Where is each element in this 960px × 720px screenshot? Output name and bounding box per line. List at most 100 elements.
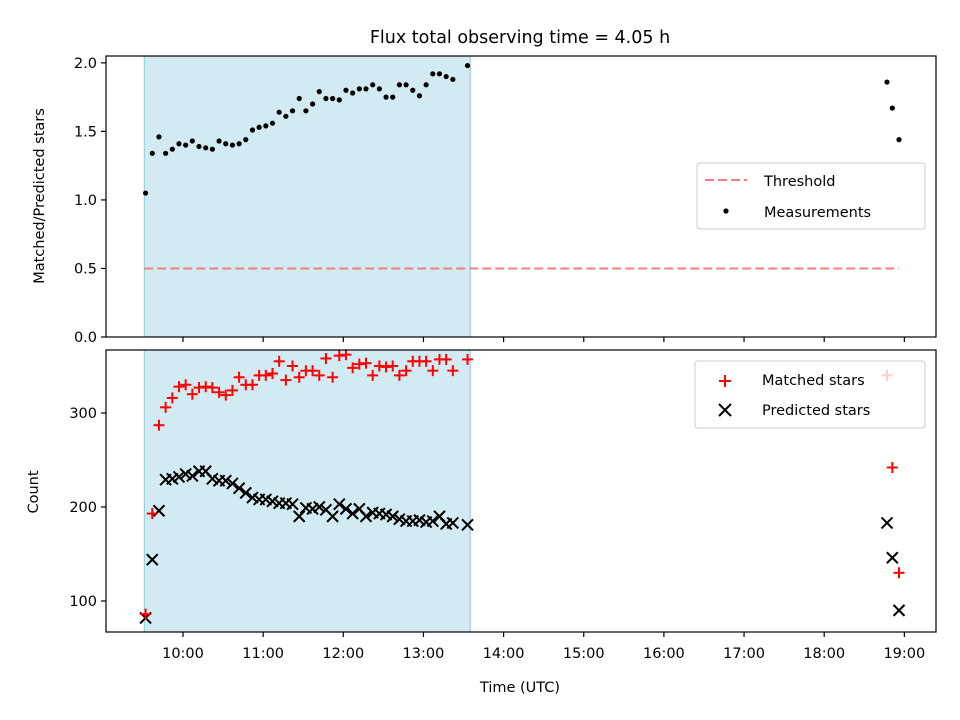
matched-stars-point bbox=[393, 369, 405, 381]
matched-stars-point bbox=[160, 401, 172, 413]
matched-stars-point bbox=[400, 365, 412, 377]
predicted-stars-point bbox=[293, 510, 306, 523]
threshold-legend-label: Threshold bbox=[763, 174, 835, 190]
measurement-point bbox=[343, 87, 349, 93]
predicted-stars-point bbox=[286, 497, 299, 511]
predicted-stars-point bbox=[326, 510, 339, 523]
measurement-point bbox=[263, 123, 269, 129]
matched-stars-point bbox=[267, 368, 279, 379]
predicted-stars-point bbox=[886, 551, 899, 564]
count-plot-data bbox=[139, 349, 906, 625]
measurement-point bbox=[203, 145, 209, 151]
predicted-stars-point bbox=[339, 502, 353, 516]
matched-stars-point bbox=[387, 360, 399, 372]
predicted-stars-point bbox=[333, 497, 346, 511]
x-tick-label: 10:00 bbox=[162, 646, 204, 662]
measurement-point bbox=[156, 134, 162, 140]
matched-stars-point bbox=[186, 388, 198, 400]
matched-stars-point bbox=[447, 365, 459, 377]
matched-stars-point bbox=[427, 365, 439, 377]
x-tick-label: 14:00 bbox=[483, 646, 525, 662]
measurement-point bbox=[243, 137, 249, 143]
predicted-stars-point bbox=[386, 510, 399, 523]
predicted-stars-point bbox=[892, 604, 906, 617]
x-tick-label: 17:00 bbox=[723, 646, 765, 662]
matched-stars-point bbox=[166, 392, 178, 404]
measurement-point bbox=[289, 108, 296, 114]
matched-stars-point bbox=[420, 355, 432, 367]
measurement-point bbox=[303, 108, 309, 114]
observing-window-shade bbox=[143, 349, 471, 633]
measurements-legend-label: Measurements bbox=[764, 205, 871, 221]
measurement-point bbox=[149, 150, 155, 156]
matched-stars-point bbox=[220, 389, 232, 401]
ratio-y-axis-label: Matched/Predicted stars bbox=[32, 108, 48, 284]
measurement-point bbox=[216, 138, 222, 144]
matched-stars-point bbox=[440, 353, 452, 365]
measurement-point bbox=[464, 62, 471, 69]
measurement-point bbox=[256, 124, 262, 130]
count-legend: Matched stars Predicted stars bbox=[694, 360, 926, 429]
predicted-stars-point bbox=[359, 510, 373, 523]
x-axis-label: Time (UTC) bbox=[479, 680, 560, 696]
matched-stars-point bbox=[233, 371, 245, 383]
count-panel: 100 200 300 10:00 11:00 12:00 13:00 14:00 15:00 1… bbox=[26, 349, 937, 696]
measurement-point bbox=[189, 138, 195, 144]
measurement-point bbox=[249, 127, 256, 133]
measurement-point bbox=[176, 141, 182, 147]
measurement-point bbox=[183, 142, 189, 148]
y-tick-label: 2.0 bbox=[74, 56, 97, 72]
matched-stars-point bbox=[280, 374, 292, 386]
predicted-stars-legend-label: Predicted stars bbox=[762, 403, 870, 419]
measurement-point bbox=[309, 101, 316, 107]
matched-stars-point bbox=[226, 384, 238, 396]
matched-stars-point bbox=[206, 382, 218, 394]
measurement-point bbox=[336, 97, 342, 103]
matched-stars-point bbox=[273, 355, 285, 367]
x-tick-label: 12:00 bbox=[322, 646, 364, 662]
predicted-stars-point bbox=[226, 477, 239, 490]
matched-stars-point bbox=[140, 608, 152, 620]
x-tick-label: 16:00 bbox=[643, 646, 685, 662]
chart-title: Flux total observing time = 4.05 h bbox=[370, 28, 670, 48]
measurement-point bbox=[390, 94, 396, 100]
matched-stars-point bbox=[313, 369, 325, 381]
count-plot-frame bbox=[105, 349, 937, 633]
ratio-legend: Threshold Measurements bbox=[696, 162, 926, 230]
measurement-point bbox=[383, 94, 389, 100]
matched-stars-point bbox=[246, 379, 258, 391]
matched-stars-point bbox=[146, 508, 158, 520]
matched-stars-point bbox=[327, 371, 339, 383]
predicted-stars-point bbox=[232, 481, 246, 495]
matched-stars-point bbox=[367, 369, 379, 381]
predicted-stars-point bbox=[461, 518, 474, 532]
measurement-point bbox=[884, 79, 890, 85]
matched-stars-point bbox=[893, 567, 905, 579]
measurement-point bbox=[350, 90, 356, 96]
matched-stars-point bbox=[213, 386, 225, 398]
measurement-point bbox=[196, 143, 202, 150]
x-tick-label: 13:00 bbox=[403, 646, 445, 662]
measurement-point bbox=[330, 95, 336, 102]
matched-stars-point bbox=[287, 360, 299, 372]
ratio-plot-frame bbox=[105, 55, 937, 338]
measurement-point bbox=[423, 82, 429, 88]
matched-stars-point bbox=[320, 352, 332, 364]
observing-window-shade bbox=[143, 55, 471, 338]
predicted-stars-point bbox=[146, 553, 159, 566]
measurement-point bbox=[169, 146, 175, 152]
ratio-plot-data bbox=[142, 62, 902, 270]
matched-stars-point bbox=[173, 381, 185, 393]
matched-stars-point bbox=[153, 419, 165, 431]
x-tick-label: 11:00 bbox=[242, 646, 284, 662]
measurement-point bbox=[296, 95, 302, 102]
measurement-point bbox=[443, 73, 449, 80]
predicted-stars-point bbox=[219, 474, 232, 487]
matched-stars-point bbox=[307, 365, 319, 377]
measurement-point bbox=[450, 76, 456, 82]
y-tick-label: 1.5 bbox=[74, 124, 97, 140]
measurement-point bbox=[436, 71, 443, 77]
measurement-point bbox=[896, 137, 902, 143]
y-tick-label: 1.0 bbox=[74, 193, 97, 209]
